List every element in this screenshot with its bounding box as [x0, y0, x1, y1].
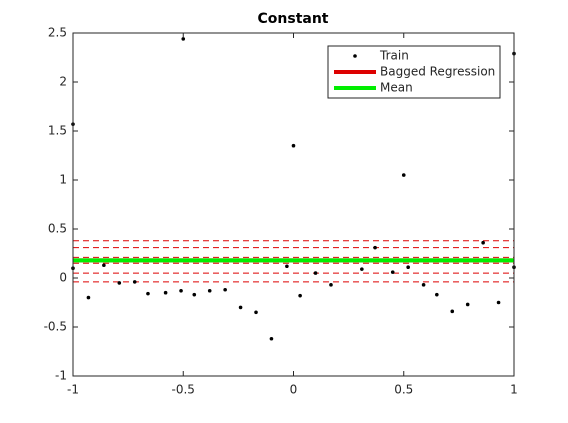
train-point — [435, 292, 439, 297]
train-point — [132, 280, 137, 284]
train-point — [401, 173, 406, 177]
train-point — [481, 240, 485, 245]
y-tick-label: 2 — [59, 75, 67, 89]
y-tick-label: 0 — [59, 271, 67, 285]
train-point — [298, 293, 302, 298]
train-point — [86, 295, 91, 300]
train-point — [496, 300, 501, 305]
train-point — [192, 292, 197, 297]
train-point — [238, 305, 243, 310]
x-tick-label: 1 — [510, 383, 518, 397]
train-point — [465, 302, 470, 307]
chart-title: Constant — [258, 11, 329, 27]
train-point — [450, 309, 455, 314]
train-point — [285, 264, 289, 269]
train-point — [406, 265, 410, 270]
train-point — [360, 267, 364, 271]
train-point — [254, 310, 258, 315]
train-point — [223, 287, 227, 292]
y-tick-label: -1 — [55, 369, 67, 383]
train-point — [421, 283, 426, 287]
legend-marker — [353, 54, 357, 58]
train-point — [102, 263, 106, 268]
train-point — [291, 143, 296, 148]
train-point — [207, 288, 212, 293]
train-point — [329, 283, 333, 287]
train-point — [117, 281, 122, 285]
x-tick-label: -1 — [67, 383, 79, 397]
x-tick-label: -0.5 — [172, 383, 195, 397]
y-tick-label: 2.5 — [48, 26, 67, 40]
y-tick-label: -0.5 — [44, 320, 67, 334]
train-point — [373, 245, 377, 250]
train-point — [269, 336, 274, 341]
y-tick-label: 1.5 — [48, 124, 67, 138]
train-point — [179, 288, 183, 293]
train-point — [181, 37, 186, 41]
train-point — [313, 271, 318, 275]
legend-label: Mean — [380, 81, 413, 95]
x-tick-label: 0.5 — [394, 383, 413, 397]
y-tick-label: 0.5 — [48, 222, 67, 236]
train-point — [146, 291, 150, 296]
x-tick-label: 0 — [290, 383, 298, 397]
legend-label: Bagged Regression — [380, 65, 495, 79]
train-point — [163, 290, 168, 295]
y-tick-label: 1 — [59, 173, 67, 187]
train-point — [390, 270, 395, 274]
legend-label: Train — [379, 49, 409, 63]
